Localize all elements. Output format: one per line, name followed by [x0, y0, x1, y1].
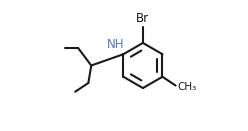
- Text: CH₃: CH₃: [178, 82, 197, 92]
- Text: Br: Br: [136, 12, 150, 25]
- Text: NH: NH: [107, 37, 124, 51]
